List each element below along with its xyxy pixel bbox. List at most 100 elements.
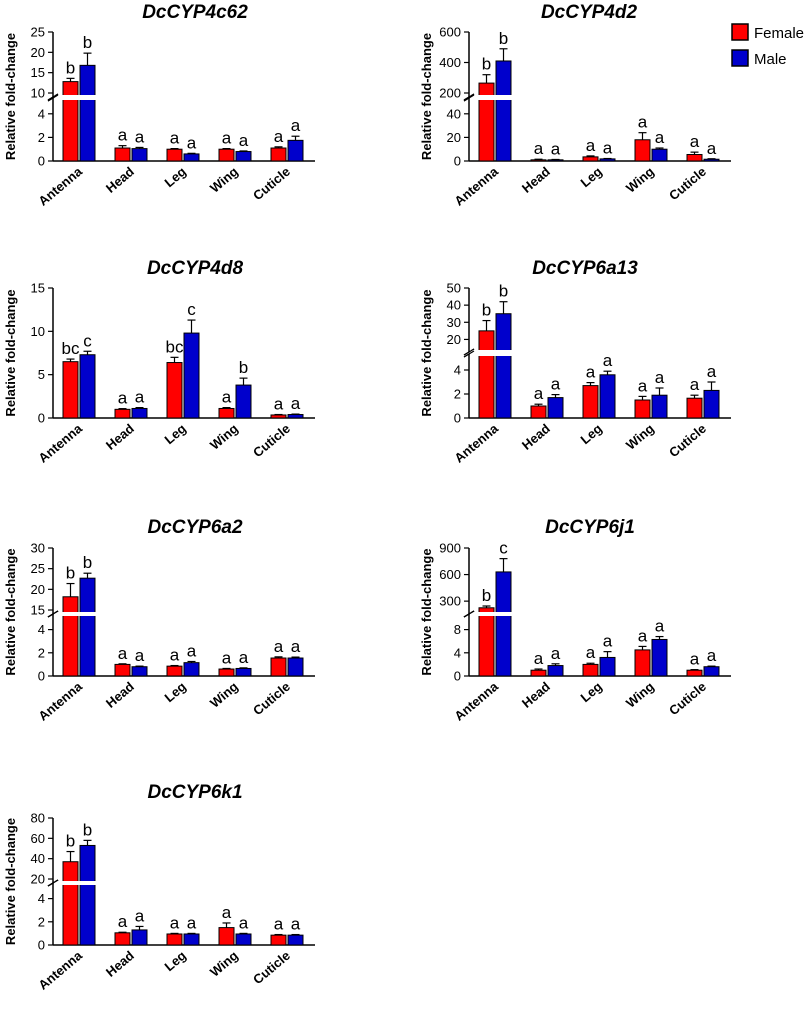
significance-letter: a — [638, 113, 648, 132]
y-tick-label: 25 — [31, 25, 45, 40]
significance-letter: a — [534, 139, 544, 158]
bar-male-head — [548, 398, 563, 418]
bar-female-antenna — [63, 597, 78, 676]
significance-letter: a — [655, 368, 665, 387]
category-label-cuticle: Cuticle — [250, 948, 293, 987]
significance-letter: a — [118, 126, 128, 145]
y-tick-label: 15 — [31, 281, 45, 296]
bar-male-cuticle — [288, 415, 303, 418]
bar-female-antenna — [479, 608, 494, 676]
category-label-head: Head — [103, 679, 137, 711]
bar-male-head — [548, 666, 563, 676]
category-label-head: Head — [519, 679, 553, 711]
y-tick-label: 60 — [31, 831, 45, 846]
category-label-wing: Wing — [207, 421, 241, 453]
significance-letter: a — [135, 388, 145, 407]
y-tick-label: 20 — [31, 45, 45, 60]
significance-letter: a — [551, 375, 561, 394]
bar-male-head — [132, 149, 147, 161]
significance-letter: a — [239, 648, 249, 667]
bar-female-leg — [167, 363, 182, 418]
significance-letter: a — [135, 906, 145, 925]
chart-title: DcCYP4d8 — [147, 258, 244, 279]
y-tick-label: 50 — [447, 281, 461, 296]
y-tick-label: 20 — [447, 332, 461, 347]
significance-letter: a — [135, 646, 145, 665]
y-tick-label: 0 — [38, 411, 45, 426]
category-label-leg: Leg — [162, 164, 189, 190]
category-label-head: Head — [519, 421, 553, 453]
category-label-cuticle: Cuticle — [250, 164, 293, 203]
bar-female-leg — [167, 934, 182, 945]
significance-letter: b — [66, 832, 75, 851]
significance-letter: a — [239, 131, 249, 150]
bar-male-head — [132, 667, 147, 676]
category-label-wing: Wing — [623, 421, 657, 453]
category-label-leg: Leg — [578, 164, 605, 190]
category-label-cuticle: Cuticle — [666, 421, 709, 460]
significance-letter: a — [551, 139, 561, 158]
y-tick-label: 0 — [38, 669, 45, 684]
category-label-antenna: Antenna — [35, 163, 85, 208]
bar-female-antenna — [63, 82, 78, 161]
category-label-antenna: Antenna — [451, 163, 501, 208]
bar-female-leg — [167, 666, 182, 676]
significance-letter: a — [603, 139, 613, 158]
category-label-wing: Wing — [623, 679, 657, 711]
significance-letter: b — [499, 29, 508, 48]
bar-female-antenna — [479, 83, 494, 161]
significance-letter: a — [222, 648, 232, 667]
significance-letter: a — [690, 375, 700, 394]
significance-letter: a — [291, 394, 301, 413]
category-label-leg: Leg — [162, 421, 189, 447]
bar-male-cuticle — [704, 390, 719, 418]
bar-female-cuticle — [271, 658, 286, 676]
category-label-wing: Wing — [207, 948, 241, 980]
significance-letter: a — [187, 642, 197, 661]
y-tick-label: 2 — [38, 914, 45, 929]
y-tick-label: 4 — [38, 106, 45, 121]
bar-female-head — [531, 406, 546, 418]
significance-letter: a — [239, 913, 249, 932]
category-label-antenna: Antenna — [35, 678, 85, 723]
bar-female-cuticle — [271, 148, 286, 161]
significance-letter: a — [291, 637, 301, 656]
bar-female-wing — [635, 400, 650, 418]
y-axis-label: Relative fold-change — [419, 548, 434, 675]
y-tick-label: 400 — [439, 55, 461, 70]
category-label-leg: Leg — [162, 679, 189, 705]
significance-letter: b — [66, 58, 75, 77]
chart-title: DcCYP6a2 — [147, 517, 242, 538]
axis-break-gap — [54, 95, 316, 100]
significance-letter: a — [170, 913, 180, 932]
bar-male-wing — [652, 639, 667, 676]
y-tick-label: 0 — [454, 411, 461, 426]
significance-letter: b — [83, 553, 92, 572]
bar-male-leg — [184, 154, 199, 161]
category-label-leg: Leg — [578, 679, 605, 705]
chart-title: DcCYP4c62 — [142, 2, 248, 23]
chart-DcCYP4d8: DcCYP4d8Relative fold-change051015bc cAnt… — [3, 258, 315, 466]
chart-DcCYP4c62: DcCYP4c62 Relative fold-change 0 2 4 10 15 20 25… — [3, 2, 316, 209]
axis-break-gap — [470, 612, 732, 616]
significance-letter: a — [187, 133, 197, 152]
y-tick-label: 80 — [31, 811, 45, 826]
chart-title: DcCYP6a13 — [532, 258, 638, 279]
chart-title: DcCYP4d2 — [541, 2, 638, 23]
y-tick-label: 0 — [454, 154, 461, 169]
significance-letter: b — [482, 55, 491, 74]
chart-DcCYP6a2: DcCYP6a2Relative fold-change02415202530b… — [3, 517, 316, 724]
bar-male-wing — [236, 152, 251, 161]
bar-female-cuticle — [687, 398, 702, 418]
bar-male-leg — [184, 333, 199, 418]
chart-DcCYP6k1: DcCYP6k1Relative fold-change 02420406080b… — [3, 782, 316, 993]
bar-male-leg — [184, 934, 199, 945]
figure: Female Male DcCYP4c62Relative fold-chang… — [0, 0, 809, 1009]
y-tick-label: 4 — [38, 622, 45, 637]
significance-letter: a — [707, 646, 717, 665]
significance-letter: a — [534, 649, 544, 668]
y-tick-label: 300 — [439, 594, 461, 609]
bar-male-leg — [600, 375, 615, 418]
significance-letter: a — [603, 632, 613, 651]
significance-letter: a — [638, 626, 648, 645]
